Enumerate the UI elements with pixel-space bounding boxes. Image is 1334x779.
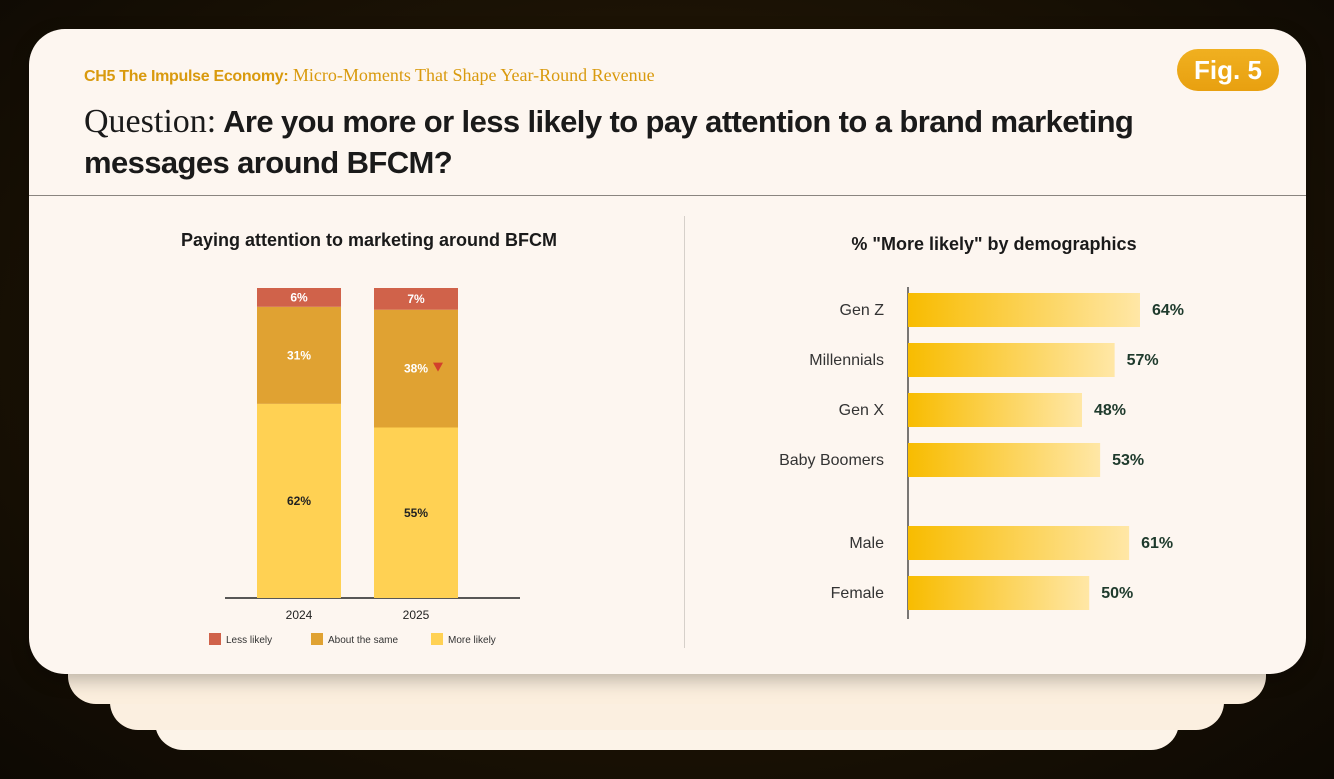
bar-less-2025 [374, 288, 458, 310]
legend-swatch [431, 633, 443, 645]
legend-label: Less likely [226, 635, 273, 646]
value-label-millennials: 57% [1127, 352, 1159, 369]
bar-same-2024 [257, 306, 341, 404]
category-label-male: Male [849, 535, 884, 552]
question-heading: Question: Are you more or less likely to… [84, 101, 1234, 183]
hbar-baby-boomers [908, 443, 1101, 477]
legend-label: About the same [328, 635, 399, 646]
bar-more-2025 [374, 427, 458, 598]
value-label-female: 50% [1101, 585, 1133, 602]
hbar-gen-z [908, 293, 1140, 327]
x-tick-2024: 2024 [286, 608, 313, 622]
down-triangle-icon [433, 362, 443, 372]
bar-more-2024 [257, 403, 341, 598]
stacked-chart-title: Paying attention to marketing around BFC… [180, 230, 557, 250]
question-lead: Question: [84, 103, 217, 140]
category-label-baby-boomers: Baby Boomers [779, 452, 884, 469]
category-label-female: Female [831, 585, 884, 602]
value-label-baby-boomers: 53% [1112, 452, 1144, 469]
category-label-millennials: Millennials [809, 352, 884, 369]
bar-label-more-2025: 55% [404, 506, 428, 520]
kicker-chapter: CH5 The Impulse Economy: [84, 68, 289, 85]
figure-badge: Fig. 5 [1177, 49, 1279, 91]
legend-label: More likely [448, 635, 496, 646]
question-text: Are you more or less likely to pay atten… [84, 104, 1134, 180]
bar-label-less-2025: 7% [407, 292, 425, 306]
legend-item-more: More likely [431, 633, 496, 646]
panel-divider [684, 216, 685, 648]
value-label-male: 61% [1141, 535, 1173, 552]
legend-item-same: About the same [311, 633, 398, 646]
category-label-gen-z: Gen Z [840, 302, 885, 319]
stacked-bar-chart: 62% 31% 6% 2024 55% 38% 7% 2025 [225, 288, 520, 622]
header-divider [29, 195, 1306, 196]
kicker-title: Micro-Moments That Shape Year-Round Reve… [292, 65, 655, 85]
x-tick-2025: 2025 [403, 608, 430, 622]
bar-label-less-2024: 6% [290, 290, 308, 304]
legend-item-less: Less likely [209, 633, 272, 646]
value-label-gen-z: 64% [1152, 302, 1184, 319]
demographics-bar-chart: Gen Z 64% Millennials 57% Gen X 48% Baby Boome… [779, 287, 1184, 619]
demographics-chart-title: % "More likely" by demographics [851, 234, 1137, 254]
value-label-gen-x: 48% [1094, 402, 1126, 419]
figure-card: CH5 The Impulse Economy: Micro-Moments T… [29, 29, 1306, 674]
bar-label-same-2025: 38% [404, 362, 428, 376]
hbar-gen-x [908, 393, 1082, 427]
bar-less-2024 [257, 288, 341, 307]
bar-same-2025 [374, 309, 458, 428]
hbar-female [908, 576, 1090, 610]
hbar-millennials [908, 343, 1115, 377]
hbar-male [908, 526, 1130, 560]
legend-swatch [209, 633, 221, 645]
bar-label-more-2024: 62% [287, 494, 311, 508]
category-label-gen-x: Gen X [839, 402, 885, 419]
chapter-kicker: CH5 The Impulse Economy: Micro-Moments T… [84, 65, 655, 86]
bar-label-same-2024: 31% [287, 348, 311, 362]
legend-swatch [311, 633, 323, 645]
